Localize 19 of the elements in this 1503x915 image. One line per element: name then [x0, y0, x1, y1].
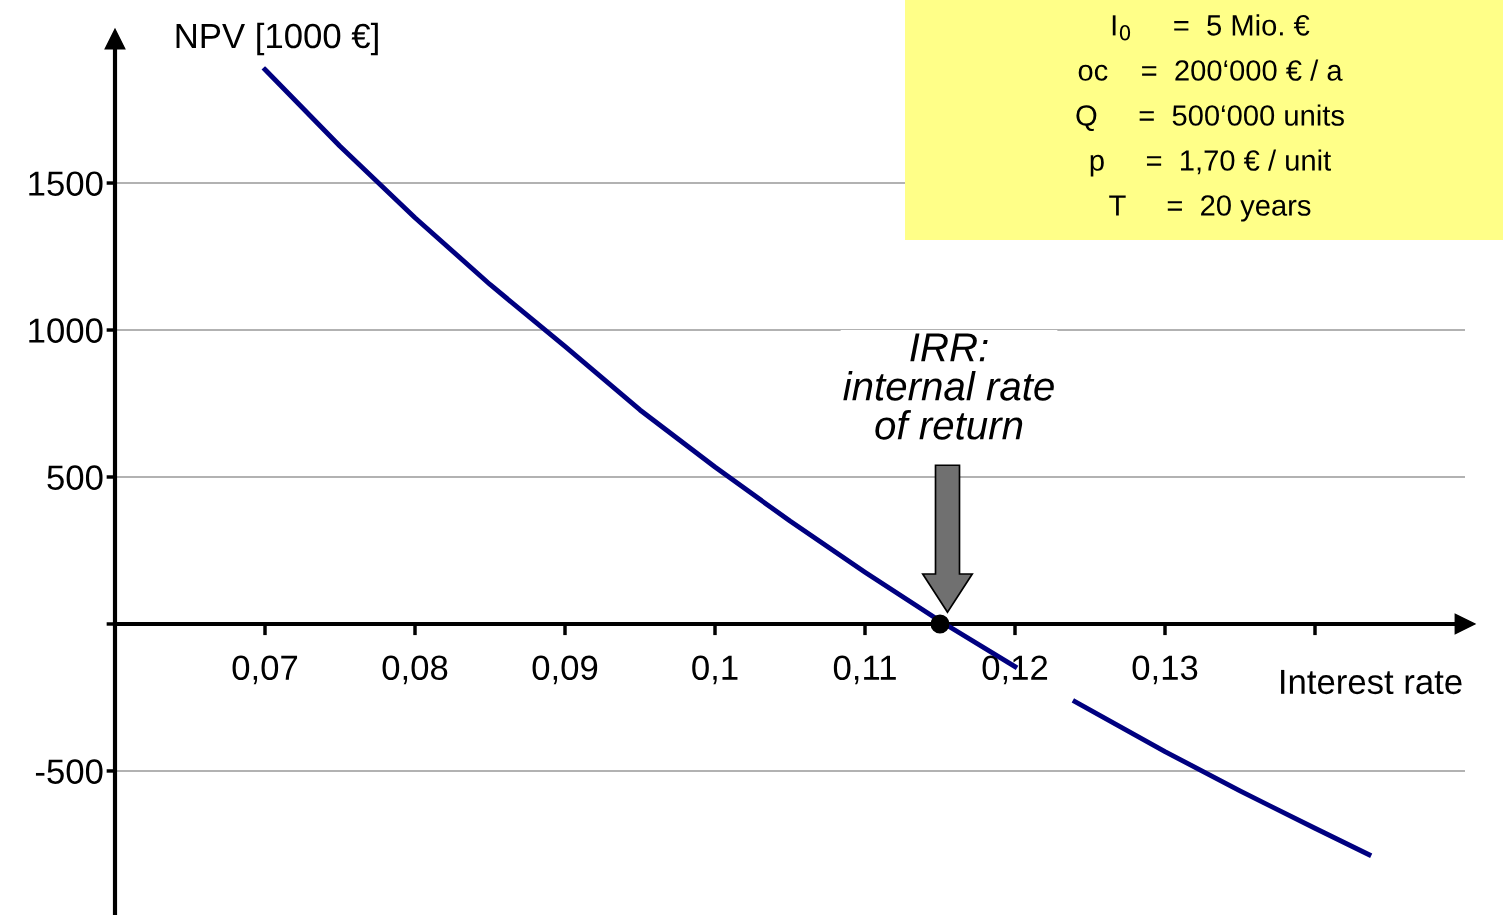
x-tick-label: 0,09: [532, 655, 598, 685]
x-tick-label: 0,07: [232, 655, 298, 685]
x-tick-label: 0,08: [382, 655, 448, 685]
x-tick-label: 0,12: [982, 655, 1048, 685]
annotation: Q = 500‘000 units: [1076, 104, 1344, 132]
y-tick-label: 1000: [29, 318, 103, 343]
x-tick-label: 0,11: [833, 655, 896, 685]
y-axis-title: NPV [1000 €]: [176, 22, 378, 56]
y-tick-label: 1500: [29, 171, 103, 196]
y-tick-label: -500: [35, 759, 103, 784]
annotation: p = 1,70 € / unit: [1090, 149, 1331, 177]
x-tick-label: 0,1: [692, 655, 738, 685]
annotation: T = 20 years: [1109, 195, 1311, 222]
annotation: oc = 200‘000 € / a: [1078, 59, 1343, 81]
x-tick-label: 0,13: [1132, 655, 1198, 685]
y-tick-label: 500: [47, 465, 103, 490]
text: I$_{0}$ = 5 Mio. €: [1112, 14, 1310, 41]
x-axis-title: Interest rate: [1281, 669, 1462, 695]
annotation: IRR: internal rate of return: [843, 333, 1054, 440]
